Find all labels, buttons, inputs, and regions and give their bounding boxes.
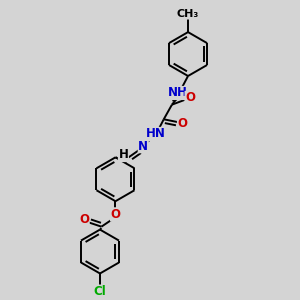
Text: HN: HN (146, 128, 166, 140)
Text: NH: NH (168, 86, 188, 100)
Text: CH₃: CH₃ (177, 9, 199, 19)
Text: O: O (79, 213, 89, 226)
Text: H: H (118, 148, 128, 161)
Text: N: N (138, 140, 148, 153)
Text: O: O (178, 117, 188, 130)
Text: O: O (110, 208, 121, 221)
Text: O: O (185, 92, 195, 104)
Text: Cl: Cl (94, 285, 106, 298)
